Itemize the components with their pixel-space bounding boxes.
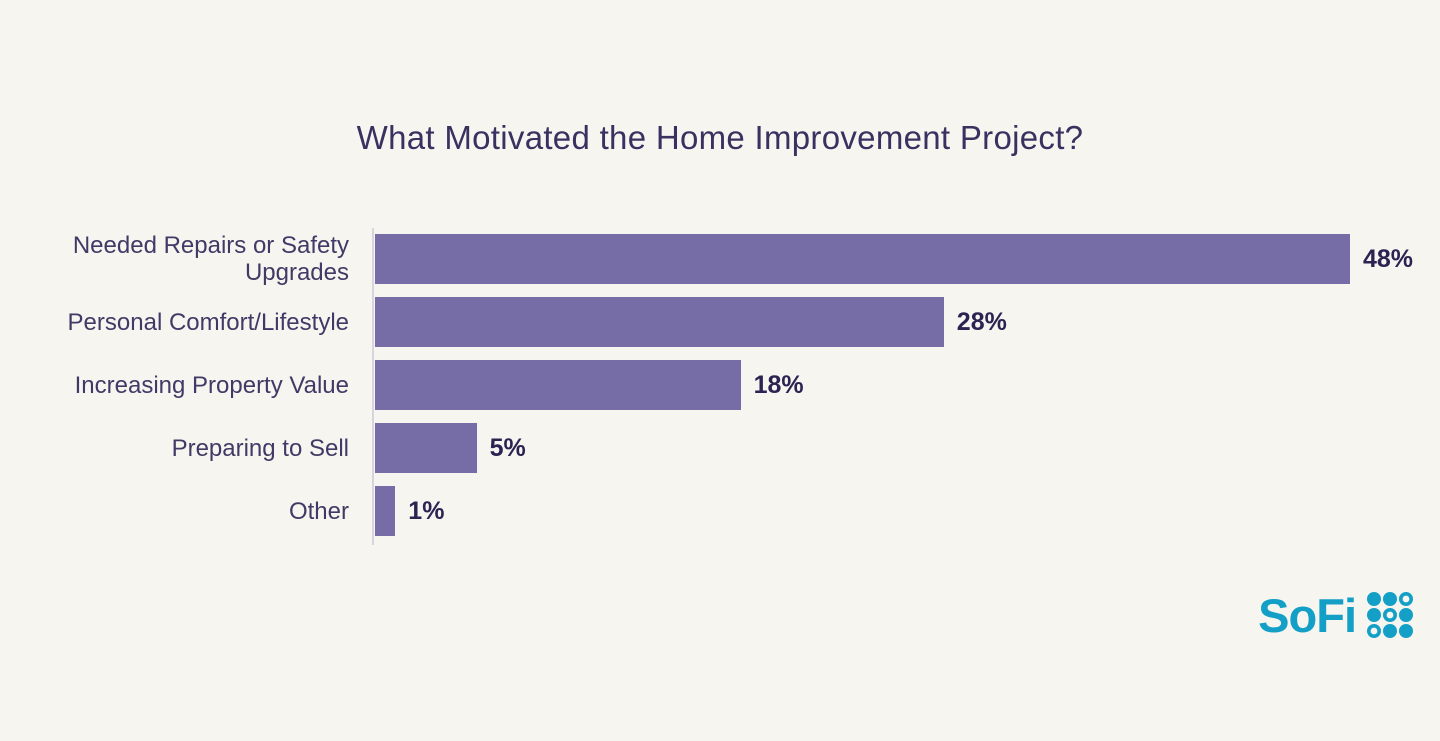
sofi-logo: SoFi xyxy=(1258,591,1414,639)
bar-chart: Needed Repairs or Safety Upgrades 48% Pe… xyxy=(0,228,1440,545)
sofi-logo-text: SoFi xyxy=(1258,588,1357,642)
category-label: Preparing to Sell xyxy=(171,434,349,462)
sofi-dots-icon xyxy=(1367,592,1413,638)
category-label: Personal Comfort/Lifestyle xyxy=(67,308,349,336)
chart-row: Needed Repairs or Safety Upgrades 48% xyxy=(0,232,1440,286)
bar xyxy=(375,423,477,473)
bar xyxy=(375,486,396,536)
bar xyxy=(375,297,944,347)
category-label: Increasing Property Value xyxy=(74,371,349,399)
chart-row: Other 1% xyxy=(0,486,1440,536)
bar xyxy=(375,360,741,410)
bar xyxy=(375,234,1350,284)
chart-row: Increasing Property Value 18% xyxy=(0,360,1440,410)
chart-row: Preparing to Sell 5% xyxy=(0,423,1440,473)
value-label: 28% xyxy=(956,307,1007,336)
value-label: 1% xyxy=(408,496,445,525)
value-label: 18% xyxy=(753,370,804,399)
chart-title: What Motivated the Home Improvement Proj… xyxy=(356,119,1084,156)
value-label: 5% xyxy=(489,433,526,462)
y-axis-line xyxy=(372,228,374,545)
value-label: 48% xyxy=(1363,244,1414,273)
category-label: Needed Repairs or Safety Upgrades xyxy=(72,232,349,286)
category-label: Other xyxy=(288,497,349,525)
chart-row: Personal Comfort/Lifestyle 28% xyxy=(0,297,1440,347)
